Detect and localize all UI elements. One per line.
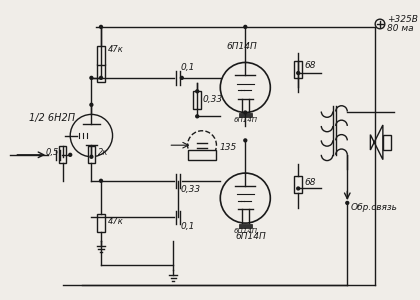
Text: 1/2 6Н2П: 1/2 6Н2П <box>29 113 75 123</box>
Circle shape <box>180 76 183 79</box>
Circle shape <box>100 76 102 79</box>
Text: +325В: +325В <box>387 15 417 24</box>
Circle shape <box>100 26 102 28</box>
Text: 6П14П: 6П14П <box>233 117 257 123</box>
Circle shape <box>90 155 93 158</box>
Circle shape <box>100 179 102 182</box>
Bar <box>97 64 105 82</box>
Circle shape <box>244 26 247 28</box>
Circle shape <box>297 187 299 190</box>
Bar <box>294 61 302 78</box>
Bar <box>97 46 105 65</box>
Text: Обр.связь: Обр.связь <box>351 202 398 211</box>
Polygon shape <box>370 125 383 160</box>
Text: 0,33: 0,33 <box>203 95 223 104</box>
Bar <box>294 176 302 193</box>
Circle shape <box>244 139 247 142</box>
Text: 135: 135 <box>219 143 236 152</box>
Text: 0,5: 0,5 <box>45 148 58 157</box>
Bar <box>193 91 201 109</box>
Circle shape <box>90 76 93 79</box>
Circle shape <box>69 153 72 156</box>
Bar <box>239 113 252 117</box>
Text: 2к: 2к <box>98 148 108 157</box>
Circle shape <box>90 103 93 106</box>
Bar <box>383 135 391 150</box>
Text: 0,33: 0,33 <box>181 185 201 194</box>
Bar <box>239 224 252 228</box>
Bar <box>97 214 105 232</box>
Circle shape <box>244 111 247 114</box>
Text: 6П14П: 6П14П <box>233 228 257 234</box>
Text: 0,1: 0,1 <box>181 222 195 231</box>
Bar <box>87 146 95 164</box>
Circle shape <box>346 202 349 204</box>
Text: 6П14П: 6П14П <box>236 232 266 241</box>
Text: 68: 68 <box>304 61 315 70</box>
Text: 68: 68 <box>304 178 315 187</box>
Text: 47к: 47к <box>108 45 123 54</box>
Text: 0,1: 0,1 <box>181 63 195 72</box>
Text: 47к: 47к <box>108 217 123 226</box>
Text: 80 ма: 80 ма <box>387 24 413 33</box>
Circle shape <box>297 72 299 74</box>
Bar <box>188 150 216 160</box>
Circle shape <box>196 115 199 118</box>
Bar <box>59 146 66 164</box>
Circle shape <box>196 90 199 93</box>
Text: 6П14П: 6П14П <box>226 42 257 51</box>
